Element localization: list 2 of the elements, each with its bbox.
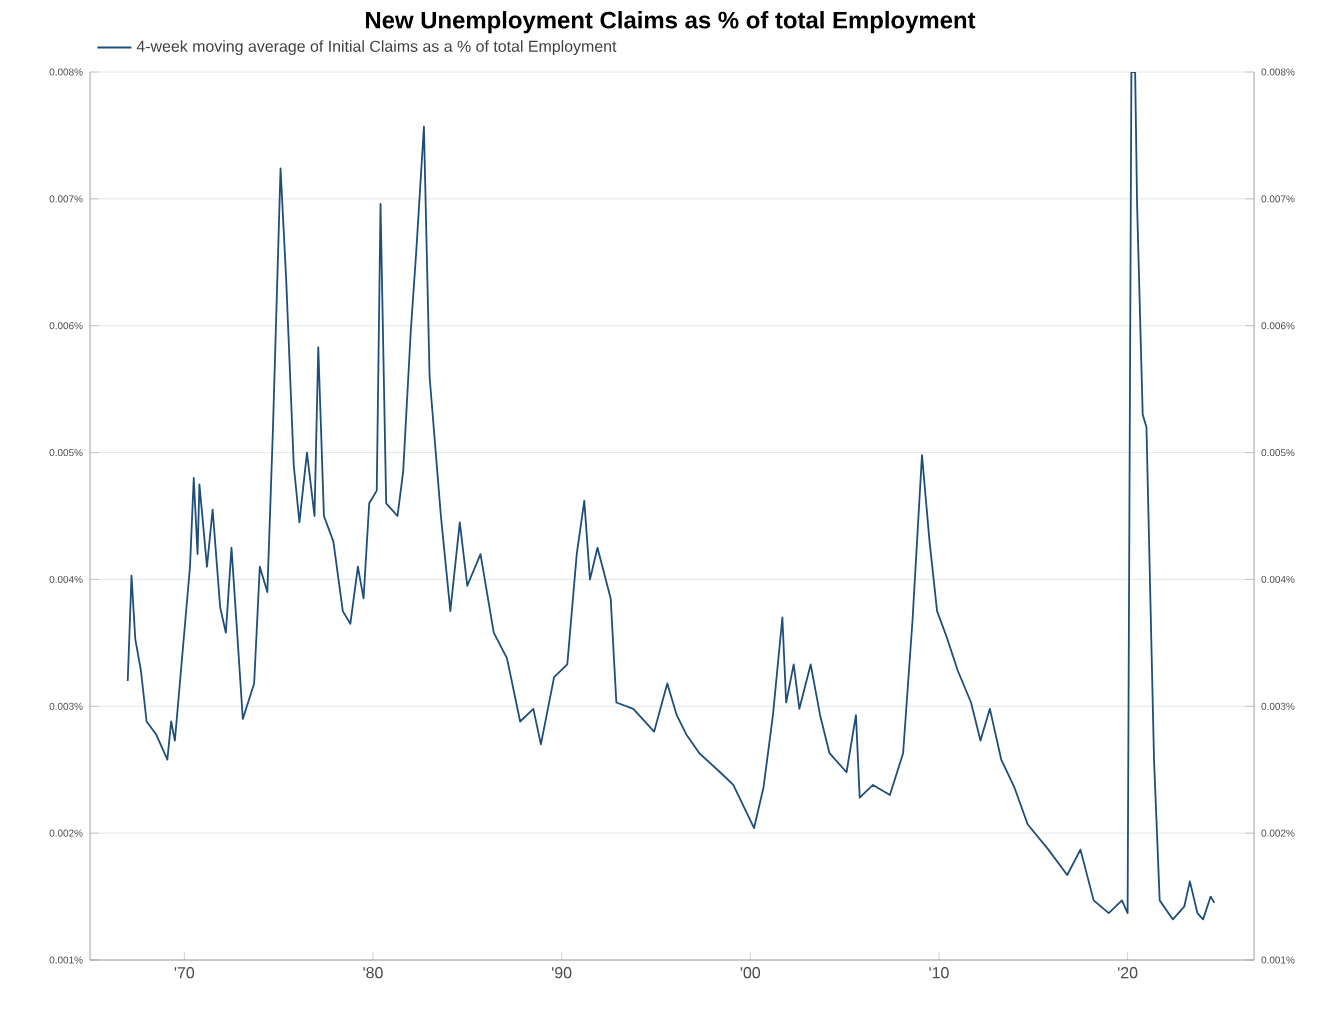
chart-title: New Unemployment Claims as % of total Employment — [366, 11, 976, 34]
line-series — [126, 72, 1216, 921]
